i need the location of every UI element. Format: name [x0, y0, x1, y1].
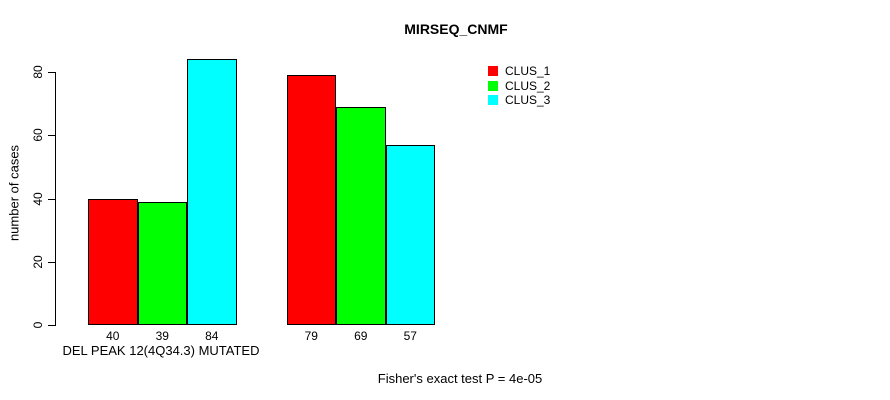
legend-swatch-clus_2 [488, 80, 498, 91]
legend-swatch-clus_1 [488, 66, 498, 76]
bar-value-label: 69 [354, 329, 368, 343]
bar-value-label: 40 [106, 329, 120, 343]
y-tick-mark [48, 72, 55, 73]
bar-clus_2-group1 [137, 201, 187, 325]
y-tick-mark [48, 198, 55, 200]
bar-clus_1-group2 [286, 75, 336, 325]
y-axis-line [55, 72, 56, 326]
y-tick-label: 20 [31, 255, 45, 269]
bar-clus_3-group2 [385, 144, 435, 325]
bar-clus_1-group1 [88, 198, 138, 325]
y-tick-label: 40 [31, 191, 45, 206]
legend-label-clus_3: CLUS_3 [505, 93, 551, 107]
legend-label-clus_1: CLUS_1 [505, 64, 551, 78]
y-tick-label: 80 [31, 65, 45, 79]
legend-swatch-clus_3 [488, 95, 498, 105]
bar-clus_3-group1 [187, 59, 237, 325]
bar-value-label: 57 [403, 329, 417, 343]
y-tick-mark [48, 261, 55, 263]
y-axis-title: number of cases [6, 144, 22, 242]
chart-title: MIRSEQ_CNMF [404, 21, 508, 37]
footnote: Fisher's exact test P = 4e-05 [377, 371, 543, 386]
bar-value-label: 84 [205, 329, 219, 343]
bar-clus_2-group2 [336, 106, 386, 325]
x-axis-label: DEL PEAK 12(4Q34.3) MUTATED [62, 343, 260, 358]
legend-label-clus_2: CLUS_2 [505, 78, 551, 93]
y-tick-mark [48, 135, 55, 137]
bar-value-label: 39 [155, 329, 169, 343]
y-tick-label: 0 [31, 321, 45, 329]
y-tick-label: 60 [31, 128, 45, 142]
bar-value-label: 79 [304, 329, 318, 343]
y-tick-mark [48, 325, 55, 326]
